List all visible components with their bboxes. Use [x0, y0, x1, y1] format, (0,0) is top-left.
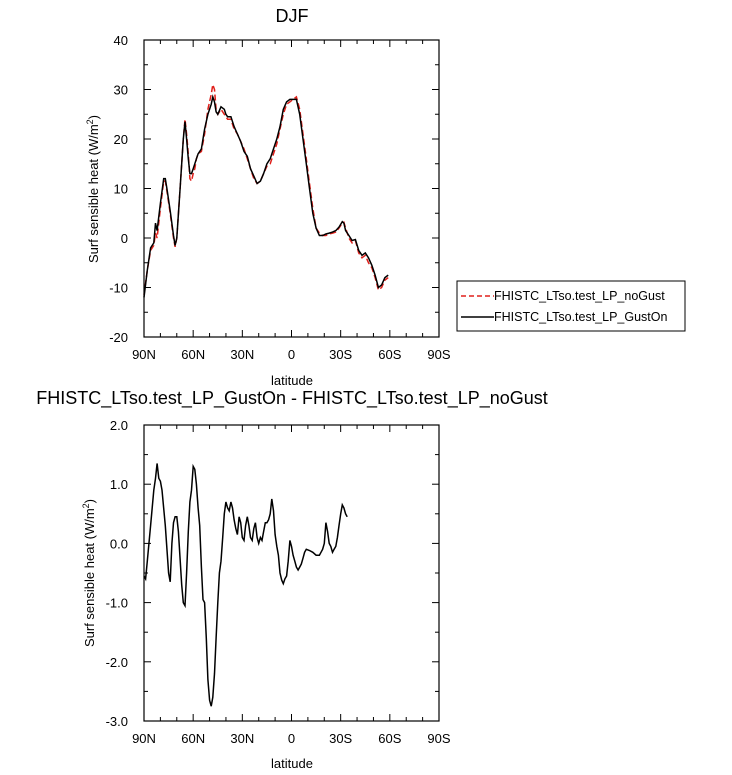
- top-x-tick-label: 60S: [378, 347, 401, 362]
- top-y-tick-label: -10: [109, 281, 128, 296]
- bottom-y-tick-label: 2.0: [110, 418, 128, 433]
- bottom-x-tick-label: 30N: [230, 731, 254, 746]
- bottom-y-tick-label: 0.0: [110, 536, 128, 551]
- bottom-series-line-0: [143, 463, 348, 707]
- bottom-x-tick-label: 30S: [329, 731, 352, 746]
- bottom-y-tick-label: 1.0: [110, 477, 128, 492]
- top-y-tick-label: 20: [114, 132, 128, 147]
- bottom-x-tick-label: 90S: [427, 731, 450, 746]
- bottom-x-tick-label: 90N: [132, 731, 156, 746]
- bottom-x-tick-label: 60S: [378, 731, 401, 746]
- top-x-tick-label: 90N: [132, 347, 156, 362]
- bottom-y-tick-label: -2.0: [106, 655, 128, 670]
- top-plot-area: 90N 60N 30N 0 30S 60S 90S 40 30 20 10 0 -10 -20: [109, 33, 451, 362]
- top-y-tick-label: 0: [121, 231, 128, 246]
- bottom-x-tick-label: 60N: [181, 731, 205, 746]
- legend-label-guston: FHISTC_LTso.test_LP_GustOn: [494, 310, 667, 324]
- top-y-axis-label: Surf sensible heat (W/m2): [85, 115, 101, 263]
- top-x-tick-label: 0: [288, 347, 295, 362]
- top-y-tick-label: 10: [114, 182, 128, 197]
- top-plot-frame: [143, 39, 440, 338]
- bottom-plot-frame: [143, 424, 440, 722]
- bottom-chart-title: FHISTC_LTso.test_LP_GustOn - FHISTC_LTso…: [36, 388, 548, 409]
- legend: FHISTC_LTso.test_LP_noGust FHISTC_LTso.t…: [456, 280, 686, 332]
- legend-label-nogust: FHISTC_LTso.test_LP_noGust: [494, 289, 665, 303]
- bottom-y-tick-label: -3.0: [106, 714, 128, 729]
- bottom-x-axis-label: latitude: [271, 756, 313, 771]
- bottom-x-tick-label: 0: [288, 731, 295, 746]
- top-x-tick-label: 30S: [329, 347, 352, 362]
- bottom-y-tick-label: -1.0: [106, 596, 128, 611]
- bottom-y-axis-label: Surf sensible heat (W/m2): [81, 499, 97, 647]
- legend-box: [456, 280, 686, 332]
- top-y-tick-label: -20: [109, 330, 128, 345]
- bottom-plot-area: 90N 60N 30N 0 30S 60S 90S 2.0 1.0 0.0 -1.0 -2.0 -3.0: [106, 418, 451, 746]
- top-series-line-1: [143, 94, 389, 298]
- top-chart-title: DJF: [276, 6, 309, 26]
- top-y-tick-label: 30: [114, 83, 128, 98]
- top-x-tick-label: 30N: [230, 347, 254, 362]
- top-y-tick-label: 40: [114, 33, 128, 48]
- top-x-tick-label: 60N: [181, 347, 205, 362]
- top-x-axis-label: latitude: [271, 373, 313, 388]
- top-x-tick-label: 90S: [427, 347, 450, 362]
